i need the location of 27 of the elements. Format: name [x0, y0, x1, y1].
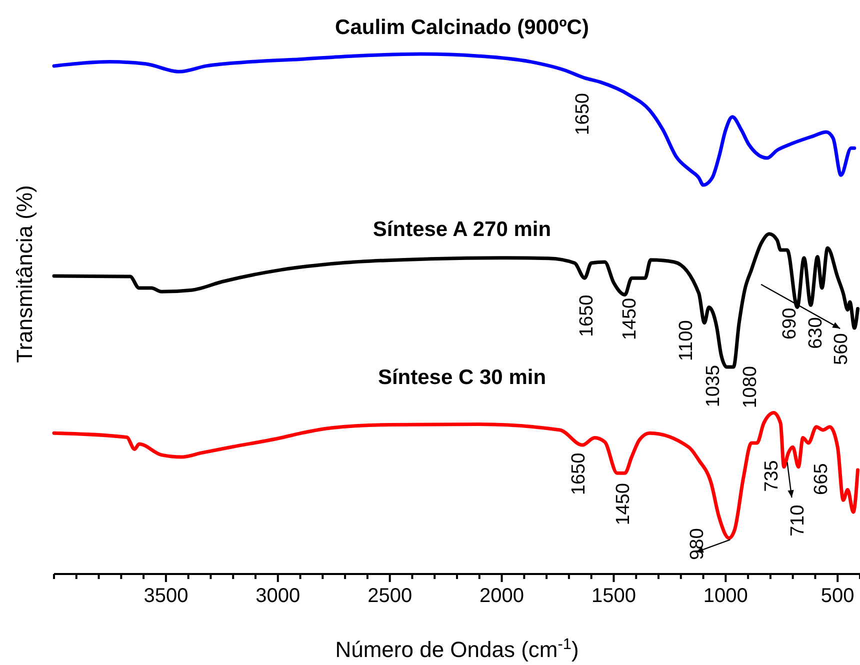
- annotation: 1650: [576, 294, 598, 338]
- annotation: 665: [811, 463, 832, 495]
- annotation: 1650: [568, 452, 590, 496]
- x-tick-label: 2500: [368, 585, 412, 608]
- series-label: Síntese C 30 min: [378, 366, 546, 390]
- annotation: 710: [787, 504, 808, 537]
- annotation: 560: [831, 333, 852, 365]
- annotation: 1450: [620, 298, 640, 340]
- x-tick-label: 3000: [256, 585, 300, 608]
- x-tick-label: 2000: [480, 585, 524, 608]
- x-tick-label: 1500: [591, 585, 636, 608]
- annotation: 1650: [572, 93, 594, 136]
- x-axis-title: Número de Ondas (cm$^{-1}$): [335, 636, 579, 662]
- x-tick-label: 500: [820, 585, 854, 608]
- annotation: 1080: [740, 366, 761, 408]
- y-axis-title: Transmitância (%): [12, 185, 37, 363]
- series-label: Caulim Calcinado (900ºC): [335, 16, 589, 39]
- annotation: 630: [805, 317, 826, 349]
- annotation: 1450: [613, 483, 634, 526]
- x-tick-label: 3500: [144, 585, 188, 608]
- annotation: 1100: [676, 320, 697, 362]
- x-tick-label: 1000: [703, 585, 748, 608]
- annotation: 735: [761, 460, 782, 492]
- series-label: Síntese A 270 min: [372, 218, 552, 241]
- annotation: 980: [686, 528, 708, 560]
- annotation: 690: [780, 308, 801, 340]
- annotation: 1035: [703, 364, 724, 408]
